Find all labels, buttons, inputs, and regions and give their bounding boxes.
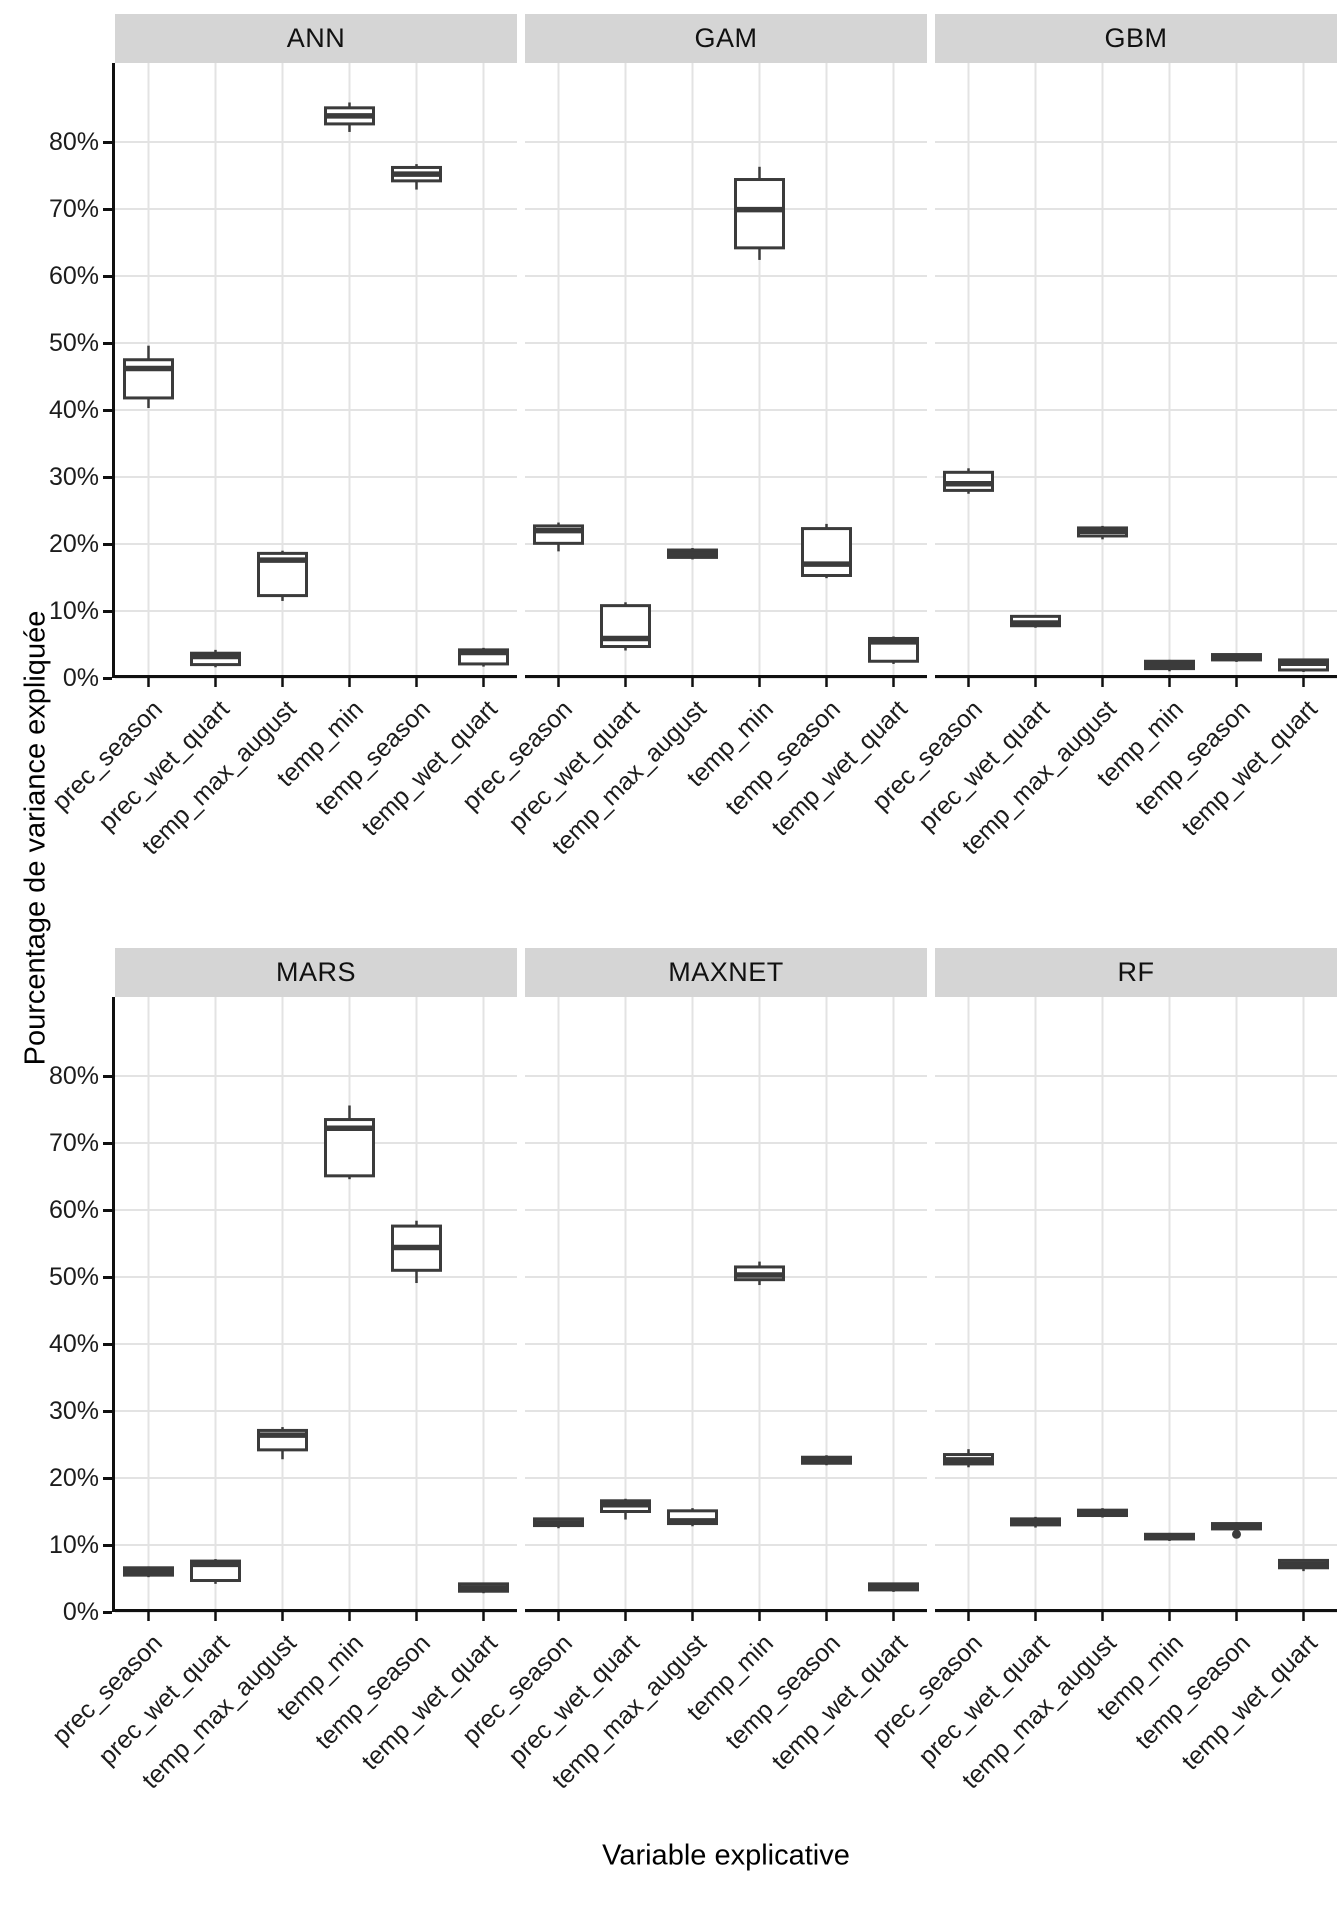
y-tick-mark: [103, 1409, 112, 1413]
x-axis-title: Variable explicative: [602, 1839, 850, 1872]
panel-gam: [525, 63, 927, 687]
facet-strip-maxnet: MAXNET: [525, 948, 927, 997]
y-tick-mark: [103, 140, 112, 144]
panel-mars: [115, 997, 517, 1621]
y-tick-label: 60%: [48, 261, 99, 290]
y-tick-mark: [103, 1141, 112, 1145]
panel-rf: [935, 997, 1337, 1621]
y-tick-mark: [103, 475, 112, 479]
y-tick-label: 50%: [48, 328, 99, 357]
y-tick-mark: [103, 1275, 112, 1279]
y-tick-label: 10%: [48, 1530, 99, 1559]
y-tick-label: 0%: [62, 1597, 99, 1626]
y-tick-mark: [103, 1342, 112, 1346]
y-tick-label: 30%: [48, 1396, 99, 1425]
y-tick-label: 20%: [48, 529, 99, 558]
facet-strip-mars: MARS: [115, 948, 517, 997]
y-axis-line: [112, 63, 115, 678]
box-ann-prec_season: [123, 358, 174, 400]
y-tick-mark: [103, 1610, 112, 1614]
y-tick-label: 10%: [48, 596, 99, 625]
panel-ann: [115, 63, 517, 687]
y-tick-label: 40%: [48, 395, 99, 424]
y-tick-mark: [103, 676, 112, 680]
facet-strip-ann: ANN: [115, 14, 517, 63]
y-tick-label: 0%: [62, 663, 99, 692]
facet-strip-gbm: GBM: [935, 14, 1337, 63]
y-axis-line: [112, 997, 115, 1612]
y-tick-label: 70%: [48, 1128, 99, 1157]
y-tick-label: 20%: [48, 1463, 99, 1492]
y-tick-mark: [103, 1208, 112, 1212]
y-tick-mark: [103, 1543, 112, 1547]
y-tick-label: 60%: [48, 1195, 99, 1224]
y-tick-label: 80%: [48, 127, 99, 156]
panel-maxnet: [525, 997, 927, 1621]
y-tick-label: 30%: [48, 462, 99, 491]
y-tick-label: 50%: [48, 1262, 99, 1291]
y-tick-mark: [103, 341, 112, 345]
outlier-point: [1232, 1529, 1241, 1539]
y-tick-mark: [103, 609, 112, 613]
y-tick-mark: [103, 1476, 112, 1480]
y-tick-label: 70%: [48, 194, 99, 223]
y-tick-label: 40%: [48, 1329, 99, 1358]
facet-strip-gam: GAM: [525, 14, 927, 63]
y-tick-mark: [103, 1074, 112, 1078]
box-gam-temp_season: [801, 527, 852, 577]
y-tick-mark: [103, 408, 112, 412]
y-tick-mark: [103, 274, 112, 278]
box-gam-temp_min: [734, 178, 785, 250]
y-tick-mark: [103, 207, 112, 211]
facet-strip-rf: RF: [935, 948, 1337, 997]
y-tick-mark: [103, 542, 112, 546]
panel-gbm: [935, 63, 1337, 687]
y-tick-label: 80%: [48, 1061, 99, 1090]
